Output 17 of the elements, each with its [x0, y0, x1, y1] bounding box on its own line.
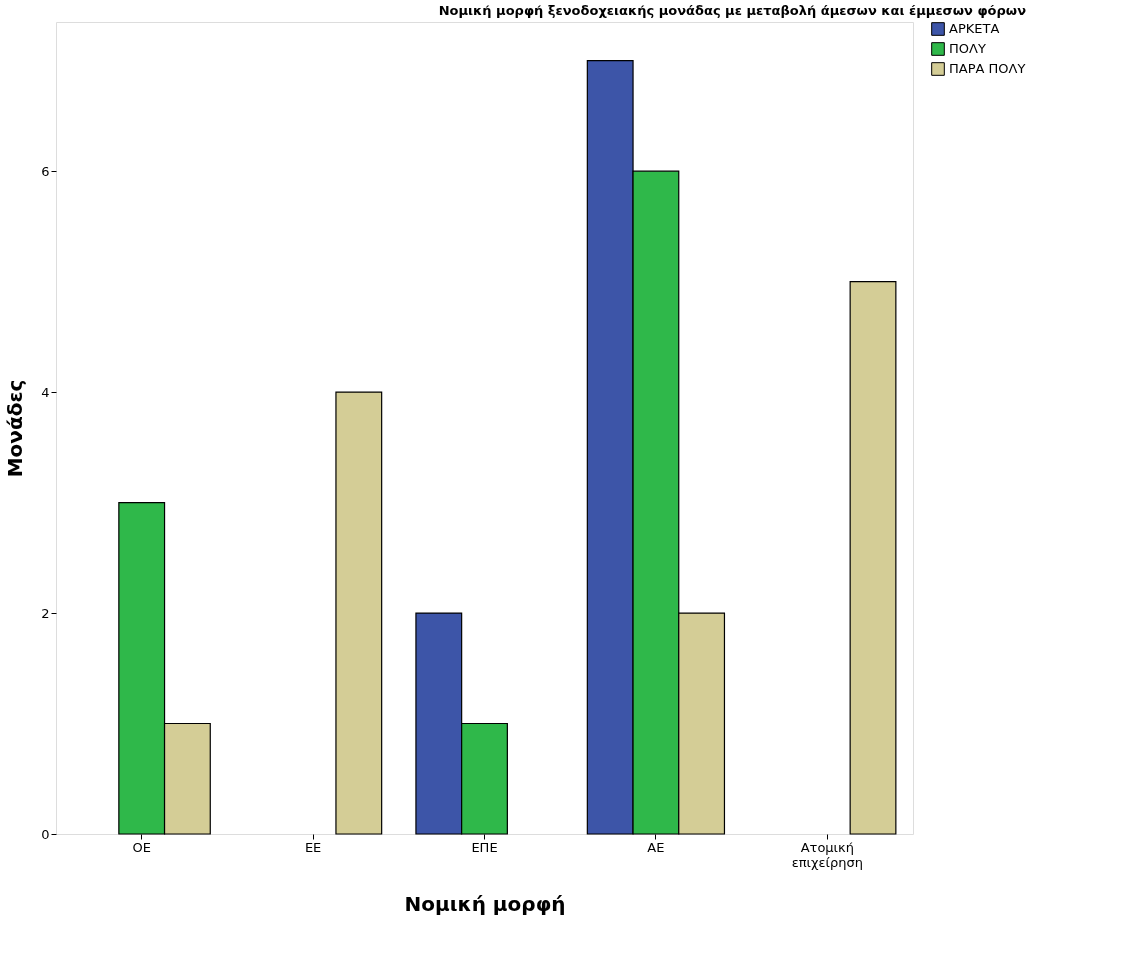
y-tick-label: 0	[41, 826, 50, 842]
y-tick-label: 2	[41, 605, 50, 621]
y-tick-label: 6	[41, 163, 50, 179]
bar	[849, 281, 897, 835]
x-tick-label: ΕΠΕ	[471, 839, 498, 855]
x-tick-label: ΟΕ	[132, 839, 151, 855]
x-axis-title: Νομική μορφή	[404, 891, 566, 916]
y-tick-label: 4	[41, 384, 50, 400]
legend-label: ΠΑΡΑ ΠΟΛΥ	[949, 61, 1026, 76]
legend-label: ΑΡΚΕΤΑ	[949, 21, 1000, 36]
legend-label: ΠΟΛΥ	[949, 41, 986, 56]
x-tick-label: ΑΕ	[647, 839, 665, 855]
x-tick-label: Ατομική επιχείρηση	[791, 839, 863, 870]
chart-title: Νομική μορφή ξενοδοχειακής μονάδας με μεταβολή άμεσων και έμμεσων φόρων	[438, 3, 1027, 18]
bar	[335, 391, 383, 835]
y-axis-title: Μονάδες	[3, 379, 28, 478]
x-tick-label: ΕΕ	[304, 839, 322, 855]
